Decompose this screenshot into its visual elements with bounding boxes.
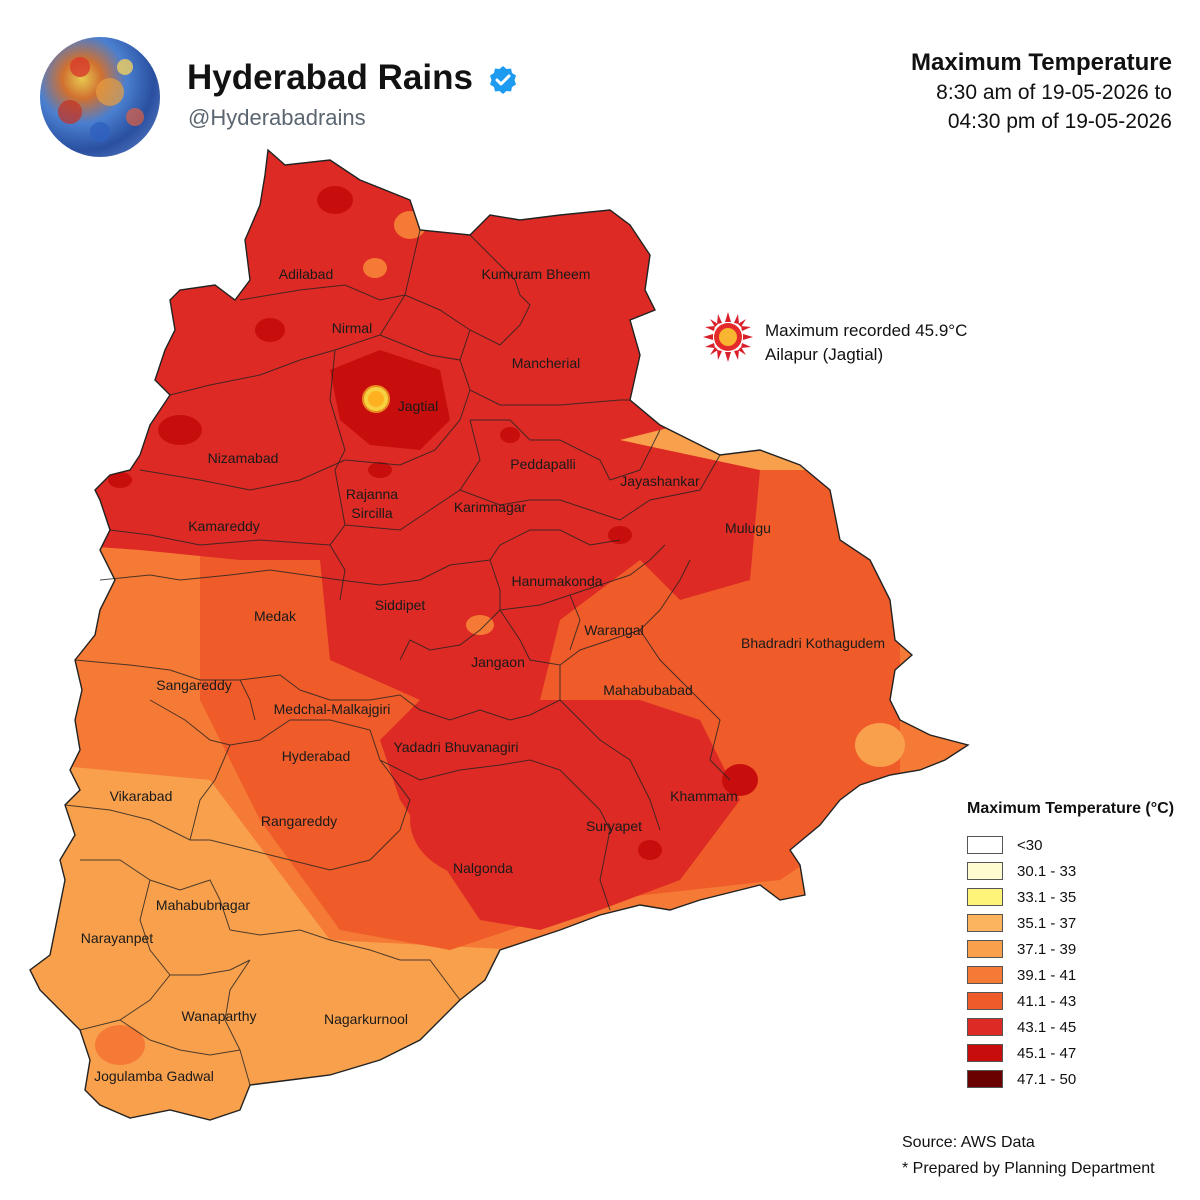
district-label: Jagtial [398, 398, 438, 414]
district-label: Medchal-Malkajgiri [274, 701, 391, 717]
district-label: Rajanna [346, 486, 398, 502]
district-label: Hanumakonda [511, 573, 602, 589]
radar-image-icon [58, 57, 144, 142]
legend-swatch [967, 836, 1003, 854]
sun-marker-icon [362, 385, 390, 413]
source-text: Source: AWS Data [902, 1134, 1035, 1151]
district-label: Wanaparthy [182, 1008, 257, 1024]
legend-item: 37.1 - 39 [967, 936, 1187, 962]
district-label: Nizamabad [208, 450, 279, 466]
legend-swatch [967, 1018, 1003, 1036]
district-label: Suryapet [586, 818, 642, 834]
legend-label: 45.1 - 47 [1017, 1044, 1077, 1062]
district-label: Rangareddy [261, 813, 337, 829]
legend-label: 47.1 - 50 [1017, 1070, 1077, 1088]
legend-label: 37.1 - 39 [1017, 940, 1077, 958]
map-title: Maximum Temperature [911, 49, 1172, 76]
legend-item: 41.1 - 43 [967, 988, 1187, 1014]
max-temperature-sun-icon [703, 312, 753, 362]
district-label: Yadadri Bhuvanagiri [393, 739, 518, 755]
legend-label: 35.1 - 37 [1017, 914, 1077, 932]
district-label: Warangal [584, 622, 643, 638]
district-label: Sangareddy [156, 677, 232, 693]
district-label: Mahabubabad [603, 682, 693, 698]
district-label: Jogulamba Gadwal [94, 1068, 214, 1084]
district-label: Vikarabad [110, 788, 173, 804]
account-handle[interactable]: @Hyderabadrains [188, 105, 366, 130]
legend-item: 35.1 - 37 [967, 910, 1187, 936]
district-label: Karimnagar [454, 499, 527, 515]
legend-label: 39.1 - 41 [1017, 966, 1077, 984]
prepared-by-note: * Prepared by Planning Department [902, 1160, 1155, 1177]
district-label: Jangaon [471, 654, 525, 670]
district-label: Khammam [670, 788, 738, 804]
callout-line2: Ailapur (Jagtial) [765, 345, 884, 364]
legend-swatch [967, 888, 1003, 906]
account-name[interactable]: Hyderabad Rains [187, 58, 473, 97]
district-label: Medak [254, 608, 297, 624]
legend-item: 30.1 - 33 [967, 858, 1187, 884]
verified-badge-icon [490, 66, 516, 94]
legend-swatch [967, 992, 1003, 1010]
district-label: Mahabubnagar [156, 897, 251, 913]
district-label: Hyderabad [282, 748, 351, 764]
district-label: Siddipet [375, 597, 426, 613]
legend-swatch [967, 1070, 1003, 1088]
legend-swatch [967, 862, 1003, 880]
district-label: Jayashankar [620, 473, 700, 489]
legend-item: 47.1 - 50 [967, 1066, 1187, 1092]
district-label: Nalgonda [453, 860, 513, 876]
title-block: Maximum Temperature 8:30 am of 19-05-202… [911, 48, 1172, 136]
legend-label: 30.1 - 33 [1017, 862, 1077, 880]
legend-swatch [967, 940, 1003, 958]
legend-label: 43.1 - 45 [1017, 1018, 1077, 1036]
map-subtitle-line1: 8:30 am of 19-05-2026 to [936, 81, 1172, 104]
district-label: Mulugu [725, 520, 771, 536]
district-label: Kamareddy [188, 518, 260, 534]
legend-swatch [967, 1044, 1003, 1062]
legend-swatch [967, 966, 1003, 984]
district-label: Nagarkurnool [324, 1011, 408, 1027]
legend-item: 43.1 - 45 [967, 1014, 1187, 1040]
map-subtitle-line2: 04:30 pm of 19-05-2026 [947, 110, 1172, 133]
district-label: Adilabad [279, 266, 334, 282]
district-label: Kumuram Bheem [482, 266, 591, 282]
legend-swatch [967, 914, 1003, 932]
legend: Maximum Temperature (°C) <30 30.1 - 33 33.… [967, 800, 1187, 1092]
legend-label: <30 [1017, 836, 1043, 854]
district-label: Peddapalli [510, 456, 575, 472]
legend-item: 45.1 - 47 [967, 1040, 1187, 1066]
legend-title: Maximum Temperature (°C) [967, 800, 1175, 817]
legend-label: 33.1 - 35 [1017, 888, 1077, 906]
callout-line1: Maximum recorded 45.9°C [765, 321, 968, 340]
district-label: Narayanpet [81, 930, 153, 946]
legend-item: <30 [967, 832, 1187, 858]
district-label: Sircilla [351, 505, 392, 521]
legend-item: 33.1 - 35 [967, 884, 1187, 910]
district-label: Nirmal [332, 320, 372, 336]
district-label: Bhadradri Kothagudem [741, 635, 885, 651]
district-label: Mancherial [512, 355, 580, 371]
profile-avatar[interactable] [40, 37, 160, 157]
legend-label: 41.1 - 43 [1017, 992, 1077, 1010]
max-recorded-callout: Maximum recorded 45.9°C Ailapur (Jagtial… [765, 319, 967, 367]
legend-item: 39.1 - 41 [967, 962, 1187, 988]
